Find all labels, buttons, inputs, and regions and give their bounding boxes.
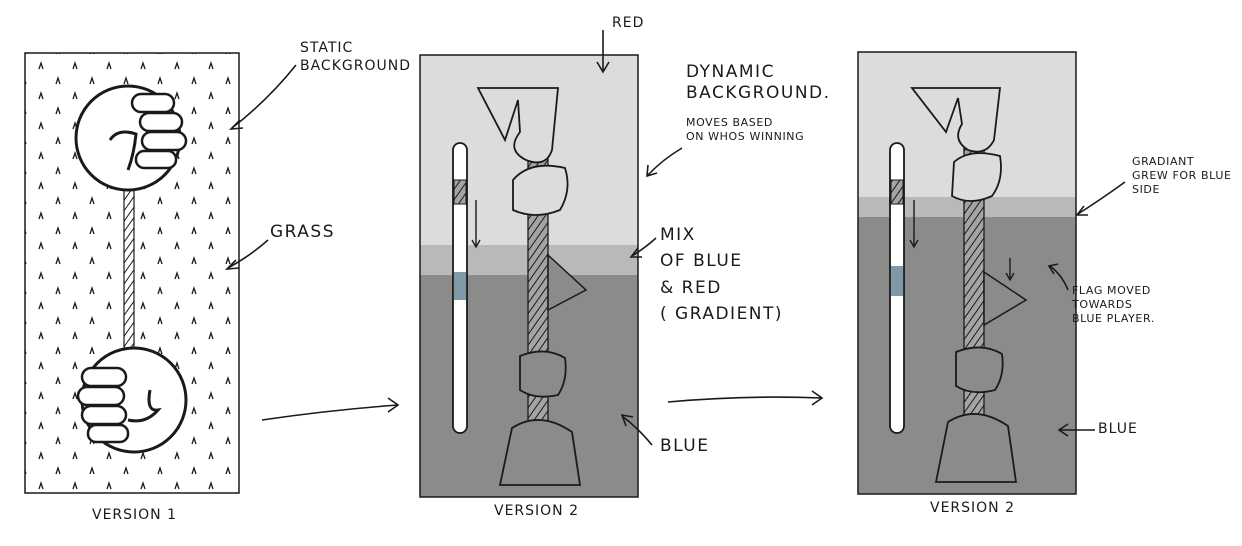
caption-version-2-a: VERSION 2: [494, 503, 580, 519]
flag-icon: [547, 253, 588, 312]
blue-player-hand-icon: [955, 346, 1004, 394]
red-player-hand-icon: [476, 87, 559, 164]
flag-moved-label: FLAG MOVED TOWARDS BLUE PLAYER.: [1072, 284, 1155, 325]
panel-version-1: [24, 52, 240, 494]
blue-right-label: BLUE: [1098, 421, 1138, 437]
blue-label: BLUE: [660, 436, 710, 456]
annotation-arrows: [224, 30, 1126, 446]
mix-label: MIX OF BLUE & RED ( GRADIENT): [660, 225, 784, 325]
grass-label: GRASS: [270, 222, 336, 242]
red-marker: [890, 179, 904, 205]
caption-version-2-b: VERSION 2: [930, 500, 1016, 516]
caption-version-1: VERSION 1: [92, 507, 178, 523]
progress-marker: [454, 272, 466, 300]
blue-player-hand-icon: [519, 350, 567, 398]
panel-version-2-b: [857, 51, 1077, 495]
rope: [123, 189, 135, 361]
top-fist-icon: [74, 84, 188, 192]
gradiant-label: GRADIANT GREW FOR BLUE SIDE: [1132, 155, 1232, 196]
red-player-hand-icon: [910, 87, 1002, 153]
panel-version-2-a: [419, 54, 639, 498]
progress-marker: [891, 266, 903, 296]
red-label: RED: [612, 15, 645, 31]
dynamic-background-label: DYNAMIC BACKGROUND.: [686, 62, 831, 104]
red-marker: [453, 179, 467, 205]
flag-icon: [983, 270, 1028, 327]
moves-based-label: MOVES BASED ON WHOS WINNING: [686, 116, 805, 143]
static-background-label: STATIC BACKGROUND: [300, 40, 411, 74]
bottom-fist-icon: [76, 346, 188, 454]
